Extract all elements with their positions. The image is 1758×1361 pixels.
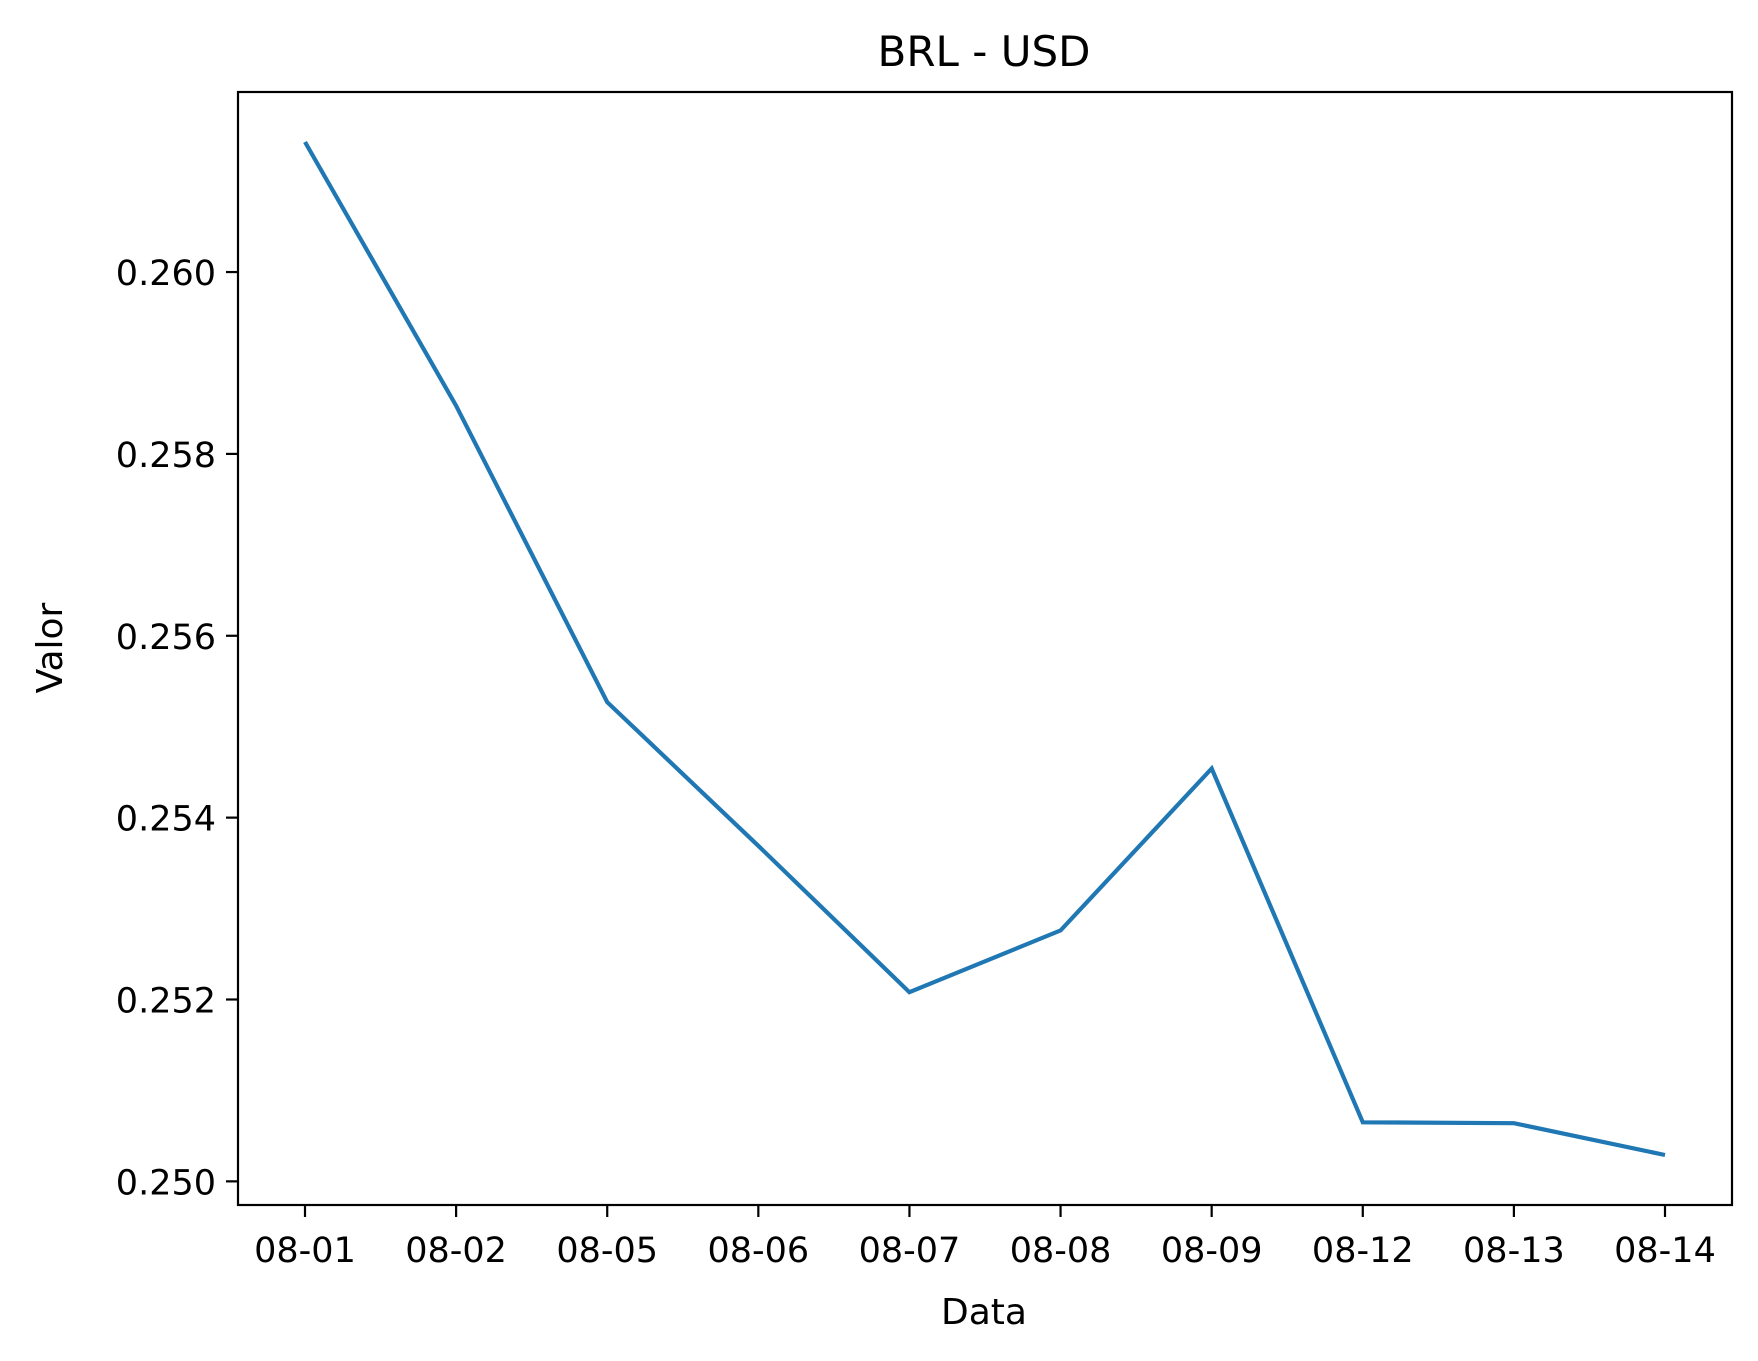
x-tick-label: 08-07: [859, 1231, 961, 1271]
x-axis-label: Data: [941, 1292, 1027, 1333]
series-layer: [303, 140, 1666, 1158]
chart-title: BRL - USD: [878, 27, 1091, 76]
y-axis: 0.250 0.252 0.254 0.256 0.258 0.260: [116, 254, 238, 1203]
series-line: [303, 140, 1666, 1158]
x-axis: 08-01 08-02 08-05 08-06 08-07 08-08 08-09 08-12…: [254, 1205, 1716, 1271]
y-axis-label: Valor: [30, 602, 71, 693]
y-tick-label: 0.254: [116, 800, 216, 840]
y-tick-label: 0.252: [116, 981, 216, 1021]
x-tick-label: 08-14: [1614, 1231, 1716, 1271]
plot-frame: [236, 90, 1734, 1207]
x-tick-label: 08-08: [1010, 1231, 1112, 1271]
x-tick-label: 08-09: [1161, 1231, 1263, 1271]
x-tick-label: 08-05: [556, 1231, 658, 1271]
x-tick-label: 08-01: [254, 1231, 356, 1271]
x-tick-label: 08-06: [707, 1231, 809, 1271]
x-tick-label: 08-13: [1463, 1231, 1565, 1271]
x-tick-label: 08-12: [1312, 1231, 1414, 1271]
x-tick-label: 08-02: [405, 1231, 507, 1271]
y-tick-label: 0.260: [116, 254, 216, 294]
y-tick-label: 0.256: [116, 618, 216, 658]
y-tick-label: 0.258: [116, 436, 216, 476]
y-tick-label: 0.250: [116, 1163, 216, 1203]
